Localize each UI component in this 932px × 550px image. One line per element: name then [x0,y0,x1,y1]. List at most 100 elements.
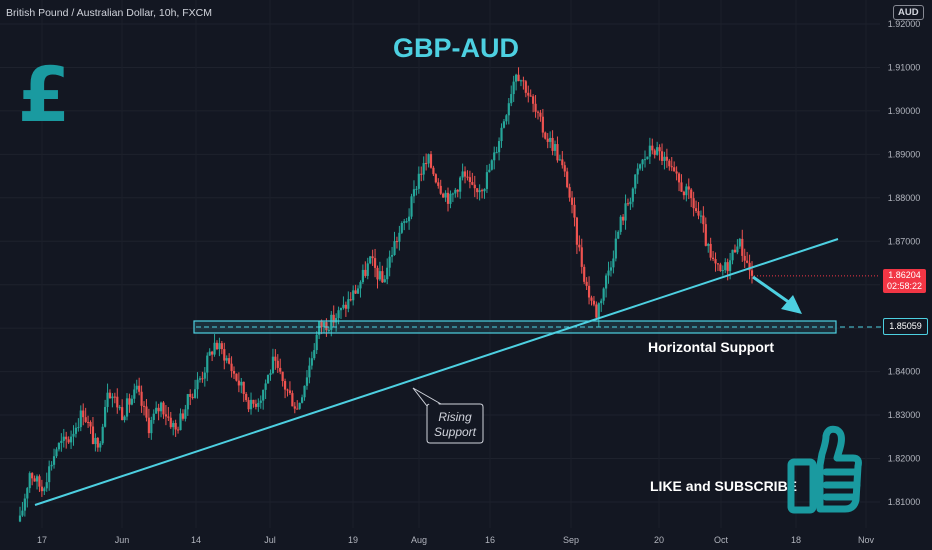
candle-body [631,188,634,202]
candle-body [79,410,82,428]
candle-body [262,389,265,401]
candle-body [113,396,116,398]
candle-body [629,201,632,205]
thumbs-up-icon [787,425,862,514]
horizontal-support-zone[interactable] [193,320,837,334]
candle-body [162,402,165,415]
candle-body [415,188,418,190]
candle-body [366,263,369,276]
rising-support-line[interactable] [34,238,839,506]
candle-body [62,436,65,441]
candle-body [639,164,642,169]
y-tick-label: 1.82000 [888,454,921,464]
candle-body [242,381,245,394]
candle-body [583,266,586,282]
price-axis: 1.92000 1.91000 1.90000 1.89000 1.88000 1.870… [888,19,921,507]
candle-body [135,385,138,390]
candle-body [52,456,56,465]
candle-body [230,363,233,371]
candle-body [716,263,720,265]
candle-body [733,249,737,253]
candle-body [507,103,510,116]
horizontal-support-label: Horizontal Support [648,339,774,355]
candle-body [539,112,542,117]
y-tick-label: 1.81000 [888,497,921,507]
candle-body [427,154,430,164]
candle-body [208,351,211,356]
candle-body [288,390,292,394]
candle-body [220,343,223,350]
candle-body [527,92,530,96]
candle-body [624,203,627,221]
candle-body [619,216,622,232]
candle-body [738,238,741,247]
currency-badge[interactable]: AUD [893,5,924,20]
candle-body [203,372,206,379]
candle-body [259,400,262,403]
candle-body [551,137,554,151]
candle-body [699,215,703,217]
x-tick-label: Sep [563,535,579,545]
x-tick-label: 18 [791,535,801,545]
candle-body [432,167,435,175]
candle-body [653,150,656,155]
candle-body [378,271,382,280]
candle-body [89,422,92,427]
candle-body [604,275,608,289]
candle-body [412,189,416,197]
candle-body [622,216,625,221]
candle-body [687,186,690,190]
candle-body [568,187,571,198]
candle-body [612,258,615,268]
candle-body [189,394,192,397]
rising-support-text-line2: Support [434,425,477,439]
candle-body [410,196,413,217]
candle-body [536,111,540,113]
candle-body [313,350,316,359]
candle-body [670,166,673,168]
candle-body [145,406,148,418]
candle-body [541,116,544,133]
candle-body [463,171,467,177]
symbol-title[interactable]: British Pound / Australian Dollar, 10h, … [6,7,213,19]
candle-body [495,152,498,154]
candle-body [578,244,581,248]
candle-body [376,267,379,280]
candle-body [240,381,243,386]
candle-body [395,241,399,243]
candle-body [193,389,197,398]
candle-body [451,193,454,195]
candle-body [235,373,238,381]
candle-body [646,156,649,160]
candle-body [641,159,644,165]
candle-body [55,449,58,457]
candle-body [719,264,722,271]
current-price-value: 1.86204 [888,270,921,280]
candle-body [330,314,333,330]
x-tick-label: 17 [37,535,47,545]
bar-countdown: 02:58:22 [886,281,923,291]
candle-body [425,163,428,165]
candle-body [614,238,617,259]
candle-body [651,145,654,151]
candle-body [150,420,153,434]
candle-body [563,165,566,172]
candle-body [500,127,503,142]
candle-body [673,167,676,172]
candle-body [510,94,513,104]
candle-body [473,184,476,189]
candle-body [223,349,226,361]
candle-body [276,360,279,368]
candle-body [456,189,459,192]
candle-body [575,217,579,245]
candle-body [714,259,717,264]
candle-body [184,409,187,419]
x-tick-label: 14 [191,535,201,545]
y-tick-label: 1.87000 [888,236,921,246]
candle-body [534,103,537,112]
candle-body [476,188,479,193]
candle-body [660,151,664,161]
candle-body [191,396,194,398]
support-level-box: 1.85059 [883,318,928,335]
